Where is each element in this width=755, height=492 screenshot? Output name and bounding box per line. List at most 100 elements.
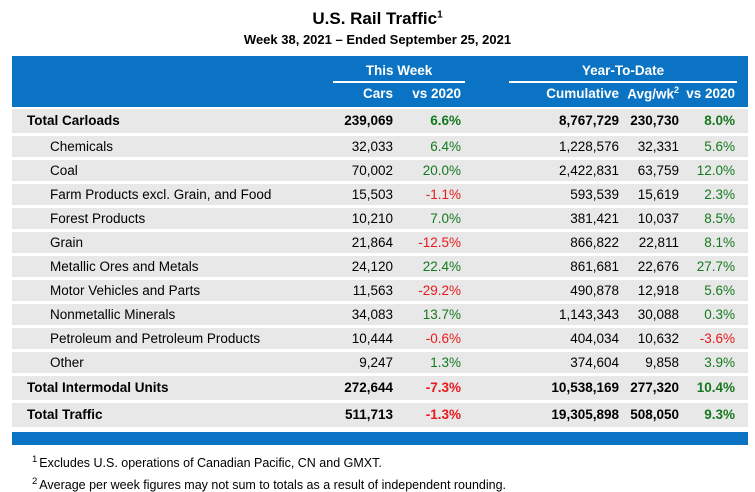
cell-category: Metallic Ores and Metals [12, 253, 330, 280]
cell-vs2020-week: 6.6% [400, 107, 468, 136]
column-header-spacer [468, 83, 506, 108]
table-row: Nonmetallic Minerals 34,083 13.7% 1,143,343… [12, 301, 748, 328]
cell-cumulative: 866,822 [506, 229, 626, 256]
cell-category: Petroleum and Petroleum Products [12, 325, 330, 352]
cell-vs2020-week: -0.6% [400, 325, 468, 352]
cell-cars: 11,563 [330, 277, 400, 304]
cell-cumulative: 404,034 [506, 325, 626, 352]
cell-avg-wk: 508,050 [626, 400, 686, 430]
cell-cars: 9,247 [330, 349, 400, 376]
cell-vs2020-ytd: 3.9% [686, 349, 748, 376]
category-header-empty [12, 56, 330, 83]
column-header-cars: Cars [330, 83, 400, 108]
cell-cumulative: 490,878 [506, 277, 626, 304]
cell-vs2020-ytd: 8.0% [686, 107, 748, 136]
cell-avg-wk: 10,037 [626, 205, 686, 232]
cell-category: Total Carloads [12, 107, 330, 136]
cell-vs2020-week: -1.3% [400, 400, 468, 430]
cell-category: Motor Vehicles and Parts [12, 277, 330, 304]
column-header-vs2020-ytd: vs 2020 [686, 83, 748, 108]
footnote-1-text: Excludes U.S. operations of Canadian Pac… [39, 456, 382, 471]
cell-vs2020-week: -29.2% [400, 277, 468, 304]
page-title-text: U.S. Rail Traffic [312, 9, 438, 28]
column-header-avg-wk-footnote-marker: 2 [673, 84, 679, 95]
cell-category: Nonmetallic Minerals [12, 301, 330, 328]
cell-cars: 24,120 [330, 253, 400, 280]
cell-vs2020-week: 13.7% [400, 301, 468, 328]
cell-spacer [468, 277, 506, 304]
cell-spacer [468, 157, 506, 184]
cell-cumulative: 1,228,576 [506, 133, 626, 160]
cell-avg-wk: 32,331 [626, 133, 686, 160]
cell-category: Chemicals [12, 133, 330, 160]
cell-cumulative: 374,604 [506, 349, 626, 376]
cell-cars: 10,210 [330, 205, 400, 232]
cell-cars: 511,713 [330, 400, 400, 430]
cell-spacer [468, 349, 506, 376]
cell-spacer [468, 181, 506, 208]
cell-spacer [468, 133, 506, 160]
group-header-year-to-date: Year-To-Date [506, 56, 748, 83]
cell-spacer [468, 229, 506, 256]
group-header-this-week: This Week [330, 56, 468, 83]
cell-cars: 239,069 [330, 107, 400, 136]
cell-avg-wk: 63,759 [626, 157, 686, 184]
cell-category: Total Traffic [12, 400, 330, 430]
cell-avg-wk: 22,676 [626, 253, 686, 280]
cell-vs2020-ytd: 10.4% [686, 373, 748, 403]
table-row: Coal 70,002 20.0% 2,422,831 63,759 12.0% [12, 157, 748, 184]
column-header-cumulative: Cumulative [506, 83, 626, 108]
cell-vs2020-ytd: 27.7% [686, 253, 748, 280]
cell-cumulative: 593,539 [506, 181, 626, 208]
footnote-2-text: Average per week figures may not sum to … [39, 478, 507, 492]
cell-vs2020-ytd: 0.3% [686, 301, 748, 328]
cell-avg-wk: 15,619 [626, 181, 686, 208]
cell-cumulative: 381,421 [506, 205, 626, 232]
cell-avg-wk: 30,088 [626, 301, 686, 328]
cell-spacer [468, 301, 506, 328]
cell-category: Other [12, 349, 330, 376]
column-header-avg-wk: Avg/wk2 [626, 83, 686, 108]
cell-spacer [468, 107, 506, 136]
group-header-spacer [468, 56, 506, 83]
page-title: U.S. Rail Traffic1 [0, 9, 755, 29]
footnote-1-marker: 1 [32, 454, 38, 465]
cell-cars: 34,083 [330, 301, 400, 328]
cell-vs2020-ytd: 8.1% [686, 229, 748, 256]
cell-avg-wk: 277,320 [626, 373, 686, 403]
table-row: Grain 21,864 -12.5% 866,822 22,811 8.1% [12, 229, 748, 256]
cell-cars: 272,644 [330, 373, 400, 403]
cell-spacer [468, 325, 506, 352]
cell-cumulative: 2,422,831 [506, 157, 626, 184]
category-header-empty [12, 83, 330, 108]
group-header-row: This Week Year-To-Date [12, 56, 748, 83]
cell-vs2020-ytd: 8.5% [686, 205, 748, 232]
column-header-vs2020-week: vs 2020 [400, 83, 468, 108]
cell-cumulative: 1,143,343 [506, 301, 626, 328]
page-subtitle: Week 38, 2021 – Ended September 25, 2021 [243, 32, 512, 47]
table-footer-bar [12, 432, 748, 445]
table-header: This Week Year-To-Date Cars vs 2020 Cumu… [12, 56, 748, 108]
column-header-avg-wk-label: Avg/wk [627, 86, 674, 102]
cell-avg-wk: 10,632 [626, 325, 686, 352]
cell-spacer [468, 205, 506, 232]
table-row: Farm Products excl. Grain, and Food 15,50… [12, 181, 748, 208]
cell-vs2020-week: 20.0% [400, 157, 468, 184]
page-title-footnote-marker: 1 [437, 9, 443, 21]
table-row: Total Carloads 239,069 6.6% 8,767,729 230,73… [12, 107, 748, 136]
cell-category: Coal [12, 157, 330, 184]
cell-vs2020-week: -7.3% [400, 373, 468, 403]
cell-spacer [468, 253, 506, 280]
cell-cumulative: 19,305,898 [506, 400, 626, 430]
table-row: Other 9,247 1.3% 374,604 9,858 3.9% [12, 349, 748, 376]
cell-avg-wk: 22,811 [626, 229, 686, 256]
cell-vs2020-ytd: 5.6% [686, 133, 748, 160]
cell-category: Total Intermodal Units [12, 373, 330, 403]
cell-vs2020-ytd: 2.3% [686, 181, 748, 208]
cell-vs2020-week: 7.0% [400, 205, 468, 232]
cell-cars: 70,002 [330, 157, 400, 184]
group-header-year-to-date-label: Year-To-Date [509, 63, 737, 83]
cell-category: Forest Products [12, 205, 330, 232]
group-header-this-week-label: This Week [333, 63, 465, 83]
cell-category: Farm Products excl. Grain, and Food [12, 181, 330, 208]
